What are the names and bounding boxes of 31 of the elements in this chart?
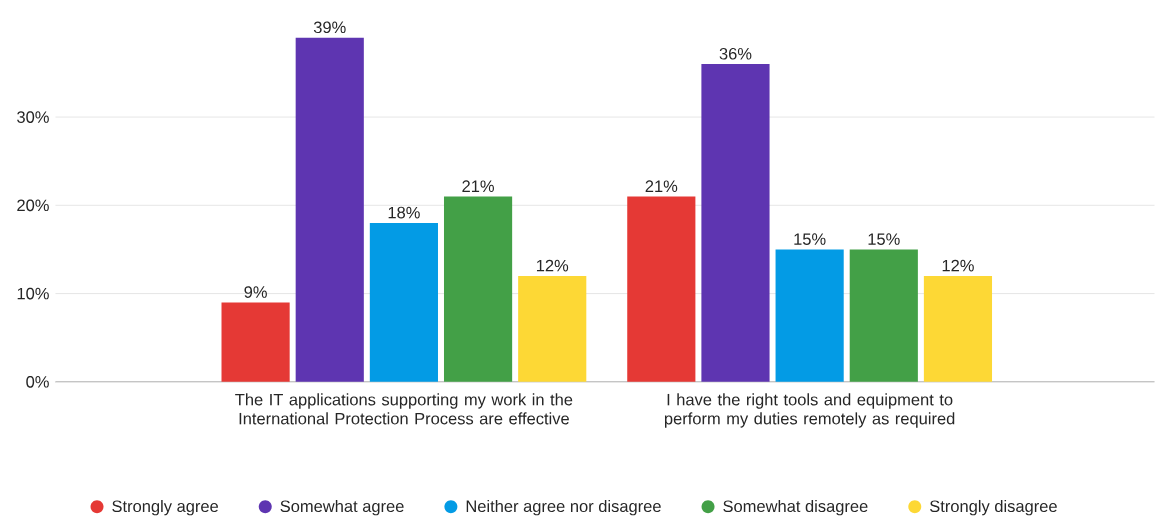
bar xyxy=(295,37,364,382)
bar xyxy=(627,196,696,382)
x-tick-label: The IT applications supporting my work in the International Protection Process are effective xyxy=(235,393,573,425)
legend-label: Somewhat agree xyxy=(280,500,404,516)
y-tick-label: 20% xyxy=(17,199,49,212)
data-label: 12% xyxy=(942,259,974,272)
legend-label: Somewhat disagree xyxy=(723,500,868,516)
bar xyxy=(518,276,587,382)
bar xyxy=(849,249,918,382)
y-tick-label: 10% xyxy=(17,287,49,300)
legend-label: Neither agree nor disagree xyxy=(466,500,661,516)
data-label: 15% xyxy=(794,233,826,246)
y-tick-label: 30% xyxy=(17,111,49,124)
x-tick-label: I have the right tools and equipment to perform my duties remotely as required xyxy=(664,393,955,428)
bar xyxy=(221,302,290,382)
legend-label: Strongly disagree xyxy=(930,500,1057,516)
y-tick-label: 0% xyxy=(26,376,49,388)
bar xyxy=(443,196,513,382)
bar xyxy=(701,64,770,382)
data-label: 12% xyxy=(536,259,569,272)
data-label: 21% xyxy=(645,180,678,193)
legend-label: Strongly agree xyxy=(112,500,218,516)
bar xyxy=(369,223,438,382)
data-label: 39% xyxy=(313,21,346,34)
data-label: 15% xyxy=(868,233,900,246)
data-label: 9% xyxy=(244,286,267,298)
data-label: 21% xyxy=(462,180,494,193)
data-label: 18% xyxy=(388,206,420,219)
bar xyxy=(923,276,993,382)
bar xyxy=(775,249,844,382)
data-label: 36% xyxy=(719,48,752,60)
